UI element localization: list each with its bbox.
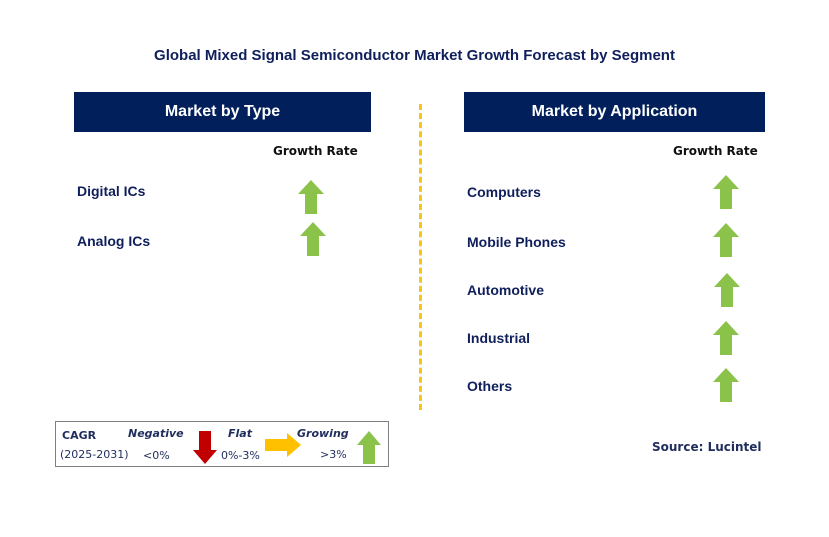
segment-label-automotive: Automotive — [467, 282, 544, 298]
market-by-type-header: Market by Type — [74, 92, 371, 132]
up-arrow-icon — [713, 223, 739, 257]
up-arrow-icon — [713, 368, 739, 402]
up-arrow-icon — [298, 180, 324, 214]
up-arrow-icon — [713, 321, 739, 355]
down-arrow-icon — [193, 431, 217, 464]
up-arrow-icon — [357, 431, 381, 464]
legend-growing-label: Growing — [297, 427, 349, 440]
segment-label-mobile-phones: Mobile Phones — [467, 234, 566, 250]
cagr-legend: CAGR (2025-2031) Negative <0% Flat 0%-3%… — [55, 421, 389, 467]
legend-growing-range: >3% — [320, 448, 347, 461]
panel-divider — [419, 104, 422, 410]
legend-flat-range: 0%-3% — [221, 449, 260, 462]
segment-label-industrial: Industrial — [467, 330, 531, 346]
up-arrow-icon — [714, 273, 740, 307]
segment-label-others: Others — [467, 378, 513, 394]
legend-flat-label: Flat — [228, 427, 252, 440]
up-arrow-icon — [300, 222, 326, 256]
legend-negative-label: Negative — [128, 427, 184, 440]
up-arrow-icon — [713, 175, 739, 209]
segment-label-digital-ics: Digital ICs — [77, 183, 146, 199]
growth-rate-label: Growth Rate — [673, 144, 758, 158]
page-title: Global Mixed Signal Semiconductor Market… — [154, 47, 675, 64]
segment-label-computers: Computers — [467, 184, 541, 200]
source-label: Source: Lucintel — [652, 440, 762, 454]
market-by-application-header: Market by Application — [464, 92, 765, 132]
growth-rate-label: Growth Rate — [273, 144, 358, 158]
legend-cagr-label: CAGR — [62, 429, 97, 442]
legend-period: (2025-2031) — [60, 448, 129, 461]
legend-negative-range: <0% — [143, 449, 170, 462]
right-arrow-icon — [265, 433, 301, 457]
segment-label-analog-ics: Analog ICs — [77, 233, 151, 249]
